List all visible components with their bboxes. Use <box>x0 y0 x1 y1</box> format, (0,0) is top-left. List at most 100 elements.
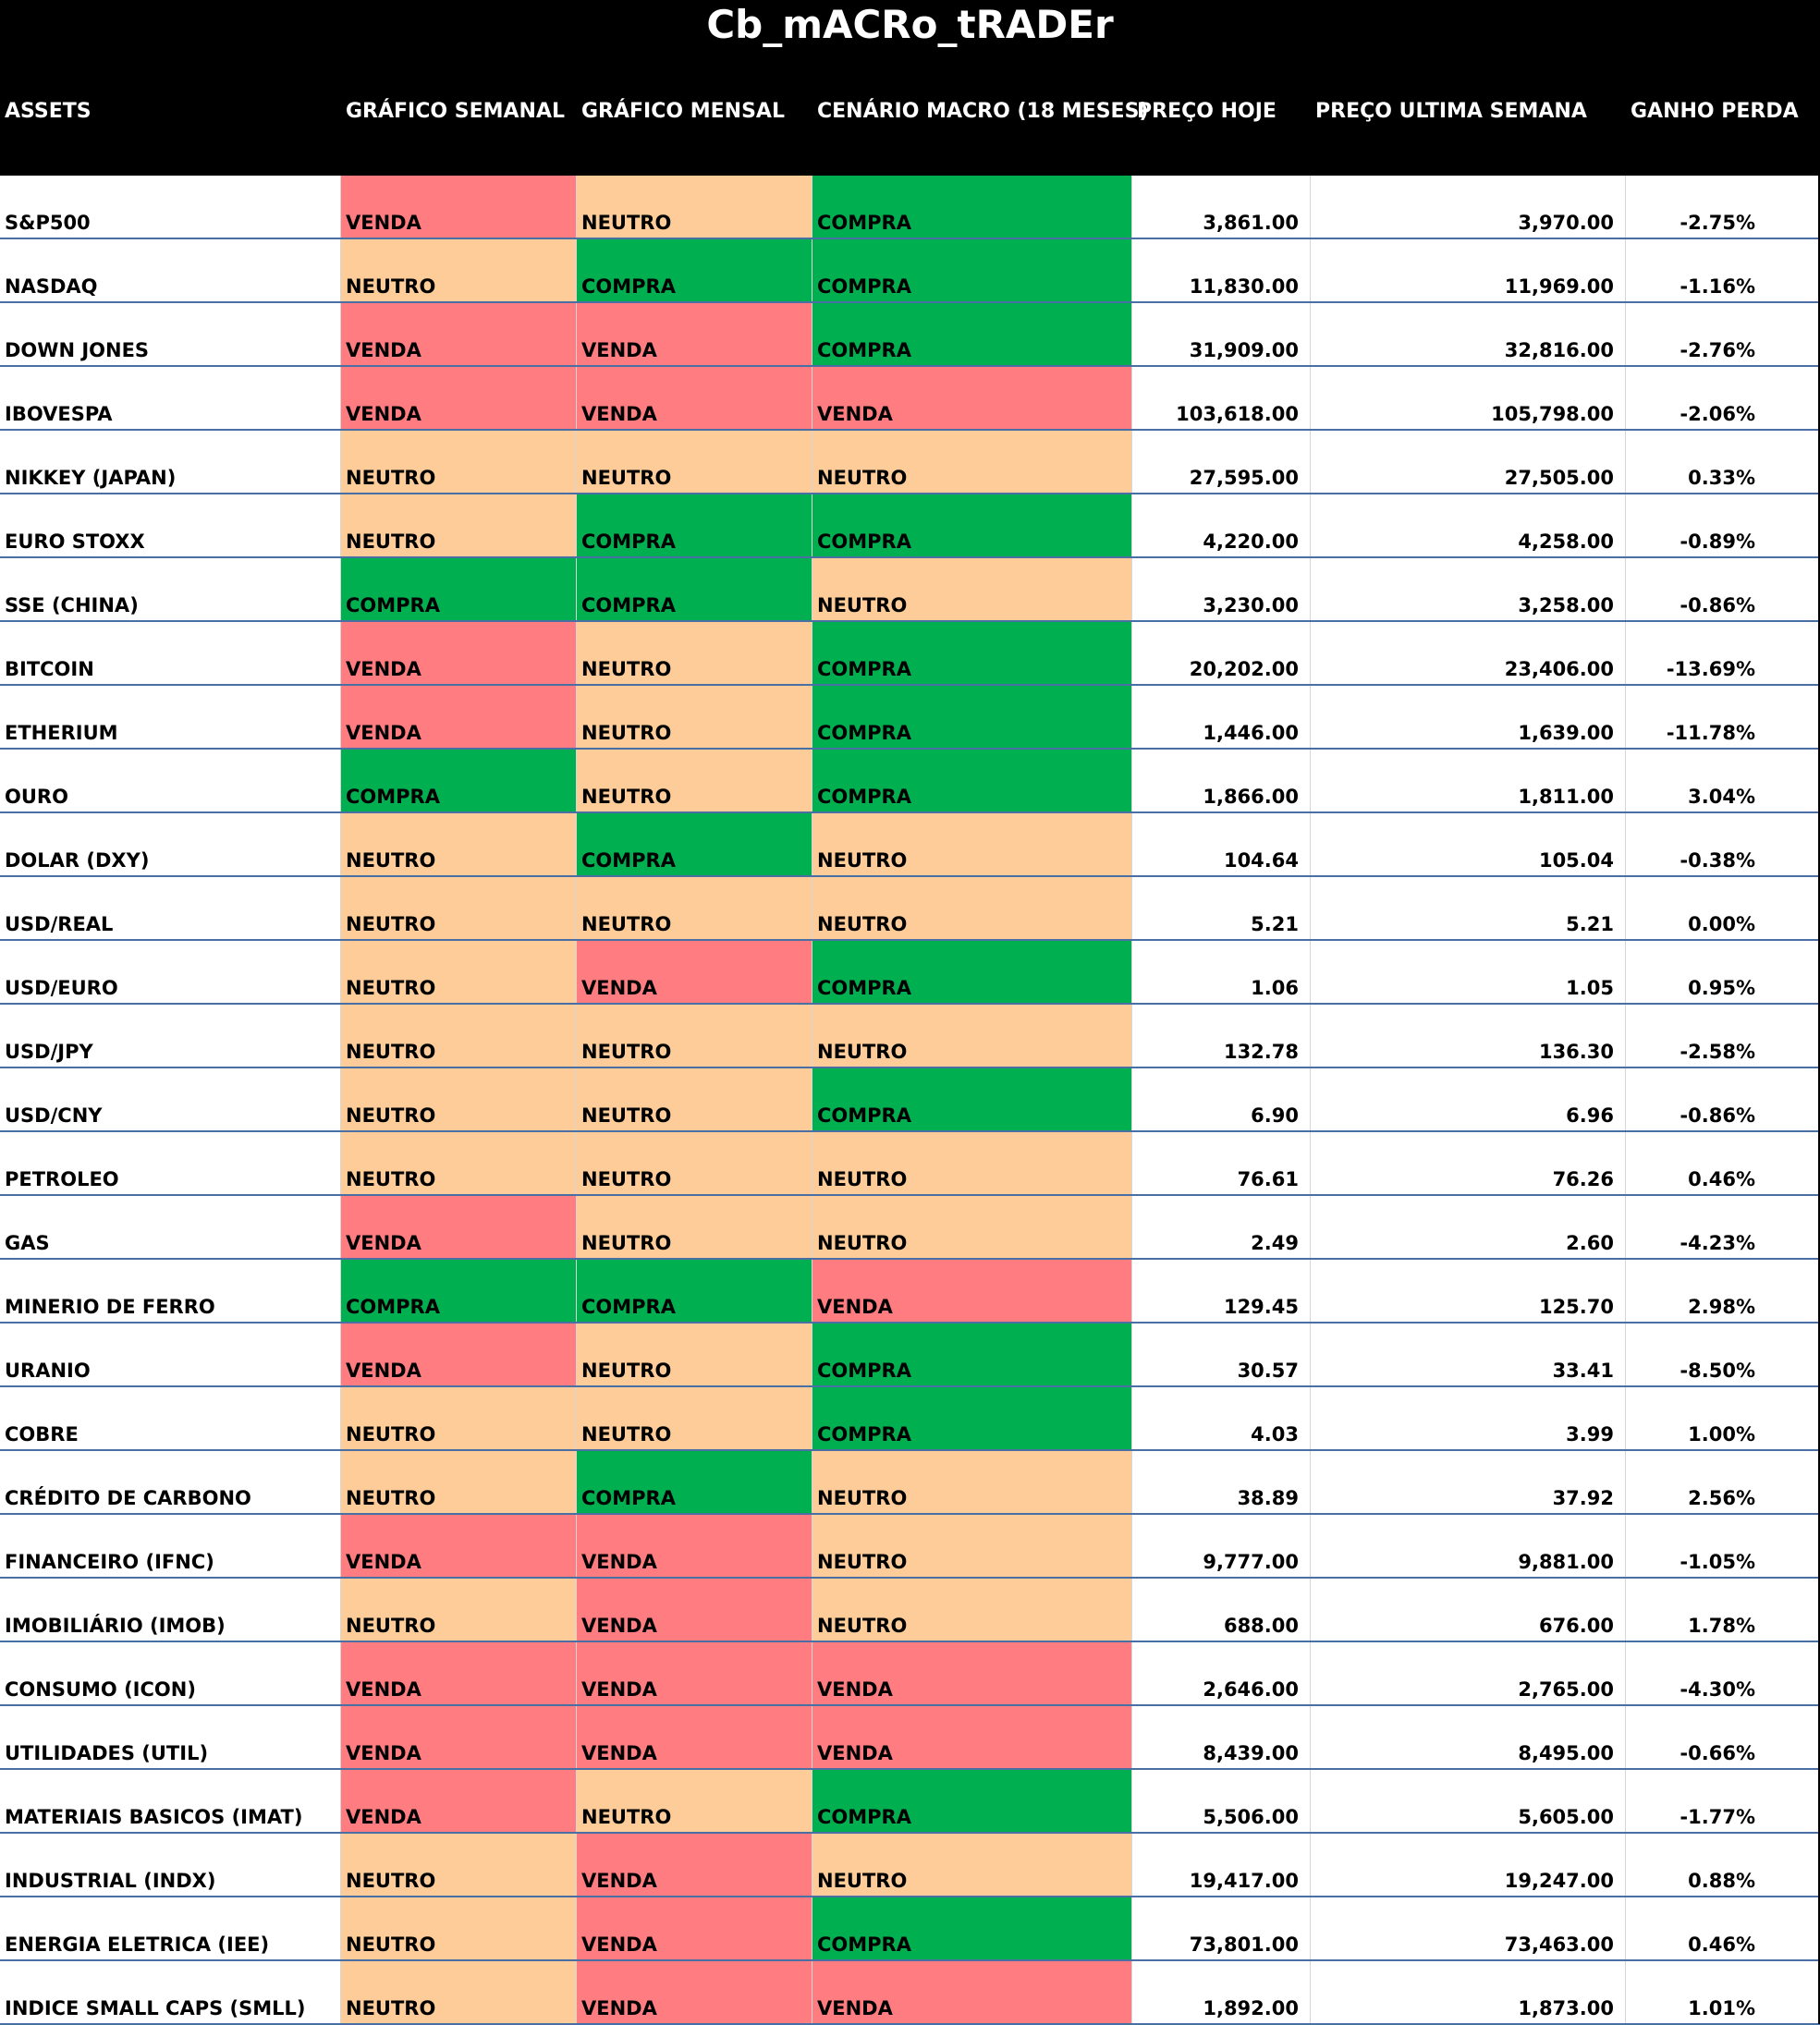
price-last-week: 676.00 <box>1538 1615 1614 1637</box>
column-gridline <box>1310 1770 1311 1832</box>
column-gridline <box>1310 367 1311 429</box>
header-price-today: PREÇO HOJE <box>1137 100 1276 123</box>
column-gridline <box>1625 1196 1626 1258</box>
column-gridline <box>1131 1897 1132 1959</box>
column-gridline <box>576 1324 577 1385</box>
column-gridline <box>1625 941 1626 1003</box>
price-today: 1,866.00 <box>1203 786 1299 808</box>
weekly-signal: NEUTRO <box>341 941 576 1003</box>
column-gridline <box>1310 558 1311 620</box>
price-today: 6.90 <box>1251 1104 1299 1127</box>
column-gridline <box>1310 176 1311 238</box>
asset-name: NIKKEY (JAPAN) <box>5 467 177 489</box>
column-gridline <box>576 877 577 939</box>
price-last-week: 27,505.00 <box>1504 467 1614 489</box>
column-gridline <box>1625 1706 1626 1768</box>
macro-signal: NEUTRO <box>812 558 1131 620</box>
row-separator <box>0 620 1820 622</box>
table-row: NIKKEY (JAPAN) NEUTRO NEUTRO NEUTRO 27,595.0… <box>0 431 1820 494</box>
column-gridline <box>576 1132 577 1194</box>
row-separator <box>0 1704 1820 1706</box>
price-today: 20,202.00 <box>1189 658 1299 680</box>
gain-loss: -11.78% <box>1666 722 1755 744</box>
column-gridline <box>1131 239 1132 301</box>
column-gridline <box>1625 1961 1626 2023</box>
column-gridline <box>576 1770 577 1832</box>
macro-signal: NEUTRO <box>812 1579 1131 1641</box>
monthly-signal: NEUTRO <box>577 686 812 748</box>
macro-signal: COMPRA <box>812 686 1131 748</box>
row-separator <box>0 939 1820 941</box>
weekly-signal: NEUTRO <box>341 813 576 875</box>
column-gridline <box>1131 1005 1132 1067</box>
weekly-signal: COMPRA <box>341 1260 576 1322</box>
column-gridline <box>340 877 341 939</box>
asset-name: UTILIDADES (UTIL) <box>5 1742 209 1764</box>
column-gridline <box>1131 1451 1132 1513</box>
macro-signal: NEUTRO <box>812 1834 1131 1896</box>
column-gridline <box>340 1324 341 1385</box>
weekly-signal: COMPRA <box>341 558 576 620</box>
macro-signal: COMPRA <box>812 1770 1131 1832</box>
column-gridline <box>1131 494 1132 556</box>
column-gridline <box>1310 622 1311 684</box>
table-row: EURO STOXX NEUTRO COMPRA COMPRA 4,220.00 4,25… <box>0 494 1820 558</box>
monthly-signal: VENDA <box>577 367 812 429</box>
column-gridline <box>340 1068 341 1130</box>
column-gridline <box>1310 1579 1311 1641</box>
gain-loss: -0.86% <box>1680 1104 1755 1127</box>
column-gridline <box>576 431 577 493</box>
column-gridline <box>340 1387 341 1449</box>
column-gridline <box>576 622 577 684</box>
price-last-week: 136.30 <box>1538 1041 1614 1063</box>
price-today: 76.61 <box>1237 1168 1299 1190</box>
monthly-signal: NEUTRO <box>577 877 812 939</box>
table-row: CRÉDITO DE CARBONO NEUTRO COMPRA NEUTRO 38.8… <box>0 1451 1820 1515</box>
column-gridline <box>1131 558 1132 620</box>
table-row: FINANCEIRO (IFNC) VENDA VENDA NEUTRO 9,777.0… <box>0 1515 1820 1579</box>
column-gridline <box>340 176 341 238</box>
column-gridline <box>1131 1068 1132 1130</box>
table-row: URANIO VENDA NEUTRO COMPRA 30.57 33.41 -8.50% <box>0 1324 1820 1387</box>
header-gain-loss: GANHO PERDA <box>1631 100 1799 123</box>
column-gridline <box>1625 1642 1626 1704</box>
column-gridline <box>340 1260 341 1322</box>
gain-loss: 0.88% <box>1688 1870 1755 1892</box>
column-gridline <box>1625 1005 1626 1067</box>
weekly-signal: COMPRA <box>341 750 576 811</box>
gain-loss: 0.00% <box>1688 913 1755 935</box>
column-gridline <box>576 750 577 811</box>
macro-signal: VENDA <box>812 1961 1131 2023</box>
column-gridline <box>1131 941 1132 1003</box>
column-gridline <box>1625 1387 1626 1449</box>
macro-signal: COMPRA <box>812 750 1131 811</box>
price-last-week: 5,605.00 <box>1518 1806 1614 1828</box>
gain-loss: -0.38% <box>1680 849 1755 872</box>
table-row: UTILIDADES (UTIL) VENDA VENDA VENDA 8,439.00… <box>0 1706 1820 1770</box>
gain-loss: -1.05% <box>1680 1551 1755 1573</box>
header-macro-scenario: CENÁRIO MACRO (18 MESES) <box>817 100 1149 123</box>
gain-loss: -4.30% <box>1680 1678 1755 1701</box>
price-last-week: 11,969.00 <box>1504 275 1614 298</box>
asset-name: PETROLEO <box>5 1168 119 1190</box>
column-gridline <box>340 1961 341 2023</box>
asset-name: COBRE <box>5 1423 79 1446</box>
asset-name: INDICE SMALL CAPS (SMLL) <box>5 1997 306 2019</box>
monthly-signal: VENDA <box>577 1961 812 2023</box>
price-today: 3,861.00 <box>1203 212 1299 234</box>
gain-loss: -2.76% <box>1680 339 1755 361</box>
column-gridline <box>1131 1706 1132 1768</box>
price-last-week: 6.96 <box>1566 1104 1614 1127</box>
weekly-signal: NEUTRO <box>341 877 576 939</box>
price-today: 73,801.00 <box>1189 1934 1299 1956</box>
column-gridline <box>1625 558 1626 620</box>
column-gridline <box>576 813 577 875</box>
gain-loss: -2.75% <box>1680 212 1755 234</box>
column-gridline <box>576 1451 577 1513</box>
column-gridline <box>340 1897 341 1959</box>
column-gridline <box>1131 1834 1132 1896</box>
macro-signal: NEUTRO <box>812 813 1131 875</box>
column-gridline <box>1310 1005 1311 1067</box>
table-row: IBOVESPA VENDA VENDA VENDA 103,618.00 105,798… <box>0 367 1820 431</box>
monthly-signal: NEUTRO <box>577 1387 812 1449</box>
